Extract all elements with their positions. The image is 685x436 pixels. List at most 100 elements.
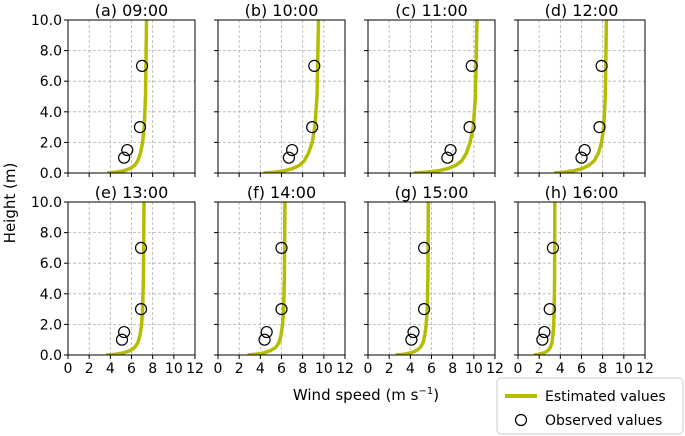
x-tick-label: 0 [64, 361, 73, 377]
observed-point [285, 143, 299, 157]
panel-title: (g) 15:00 [395, 183, 469, 202]
x-tick-label: 2 [385, 361, 394, 377]
x-axis-label-main: Wind speed (m s [293, 386, 419, 404]
x-tick-label: 6 [277, 361, 286, 377]
x-tick-label: 0 [364, 361, 373, 377]
x-tick-label: 12 [336, 361, 354, 377]
x-tick-label: 8 [598, 361, 607, 377]
observed-point [275, 303, 288, 316]
observed-point [593, 120, 606, 134]
x-tick-label: 0 [514, 361, 523, 377]
observed-point [417, 303, 431, 316]
panel-d: (d) 12:00 [514, 1, 646, 177]
observed-point [260, 325, 273, 339]
y-tick-label: 10.0 [31, 13, 62, 29]
observed-point [134, 303, 148, 316]
x-tick-label: 0 [214, 361, 223, 377]
estimated-line [553, 20, 609, 173]
observed-point [575, 151, 588, 164]
x-tick-label: 6 [427, 361, 436, 377]
estimated-line [395, 202, 431, 355]
panel-title: (a) 09:00 [95, 1, 168, 20]
observed-point [536, 333, 549, 346]
observed-point [578, 143, 591, 157]
y-tick-label: 0.0 [40, 166, 62, 182]
y-tick-label: 6.0 [40, 256, 62, 272]
observed-point [543, 303, 556, 316]
x-tick-label: 2 [235, 361, 244, 377]
legend-observed-label: Observed values [545, 413, 662, 429]
x-tick-label: 10 [615, 361, 633, 377]
panel-c: (c) 11:00 [364, 1, 496, 177]
observed-point [444, 143, 457, 157]
observed-point [282, 151, 296, 164]
x-tick-label: 8 [448, 361, 457, 377]
x-tick-label: 2 [535, 361, 544, 377]
observed-point [538, 325, 551, 339]
x-tick-label: 4 [406, 361, 415, 377]
y-tick-label: 8.0 [40, 44, 62, 60]
observed-point [546, 241, 560, 254]
observed-point [463, 120, 476, 134]
panel-e: (e) 13:00 0.0 2.0 4.0 6.0 8.0 10.0 0 2 4 6 8 10 12 [31, 183, 204, 377]
x-axis-label: Wind speed (m s−1) [293, 386, 439, 404]
panels-group: (a) 09:00 0.0 2.0 4.0 6.0 8.0 10.0 (b) 10:00 (c)… [31, 1, 654, 377]
x-axis-label-sup: −1 [419, 386, 434, 397]
y-tick-label: 0.0 [40, 348, 62, 364]
panel-title: (d) 12:00 [545, 1, 619, 20]
y-tick-label: 6.0 [40, 74, 62, 90]
x-tick-label: 12 [636, 361, 654, 377]
y-axis-label: Height (m) [1, 163, 19, 244]
observed-point [135, 59, 149, 73]
observed-point [595, 59, 608, 73]
panel-f: (f) 14:00 0 2 4 6 8 10 12 [214, 183, 354, 377]
y-tick-label: 4.0 [40, 105, 62, 121]
x-tick-label: 10 [165, 361, 183, 377]
y-tick-label: 2.0 [40, 317, 62, 333]
panel-a: (a) 09:00 0.0 2.0 4.0 6.0 8.0 10.0 [31, 1, 196, 182]
legend-observed-swatch [514, 413, 528, 427]
panel-title: (c) 11:00 [395, 1, 467, 20]
observed-point [417, 241, 431, 254]
x-tick-label: 10 [315, 361, 333, 377]
panel-title: (e) 13:00 [95, 183, 169, 202]
estimated-line [263, 20, 321, 173]
x-tick-label: 4 [106, 361, 115, 377]
observed-point [275, 241, 288, 254]
x-tick-label: 8 [148, 361, 157, 377]
estimated-line [247, 202, 287, 355]
observed-point [117, 325, 131, 339]
observed-point [306, 120, 319, 134]
panel-title: (h) 16:00 [545, 183, 619, 202]
estimated-line [533, 202, 557, 355]
panel-title: (f) 14:00 [247, 183, 316, 202]
estimated-line [105, 202, 146, 355]
panel-b: (b) 10:00 [214, 1, 346, 177]
x-tick-label: 6 [127, 361, 136, 377]
panel-g: (g) 15:00 0 2 4 6 8 10 12 [364, 183, 504, 377]
observed-point [308, 59, 321, 73]
panel-h: (h) 16:00 0 2 4 6 8 10 12 [514, 183, 654, 377]
observed-point [465, 59, 478, 73]
x-tick-label: 10 [465, 361, 483, 377]
observed-point [258, 333, 271, 346]
y-tick-label: 10.0 [31, 195, 62, 211]
y-tick-label: 8.0 [40, 226, 62, 242]
x-tick-label: 12 [486, 361, 504, 377]
observed-point [115, 333, 129, 346]
x-tick-label: 12 [186, 361, 204, 377]
y-tick-label: 4.0 [40, 287, 62, 303]
legend-estimated-label: Estimated values [545, 389, 666, 405]
legend-frame [496, 377, 684, 435]
x-tick-label: 6 [577, 361, 586, 377]
observed-point [441, 151, 454, 164]
x-tick-label: 2 [85, 361, 94, 377]
y-tick-label: 2.0 [40, 135, 62, 151]
estimated-line [107, 20, 149, 173]
estimated-line [413, 20, 479, 173]
panel-title: (b) 10:00 [245, 1, 319, 20]
legend: Estimated values Observed values [496, 377, 684, 435]
observed-point [117, 151, 131, 164]
observed-point [134, 241, 148, 254]
